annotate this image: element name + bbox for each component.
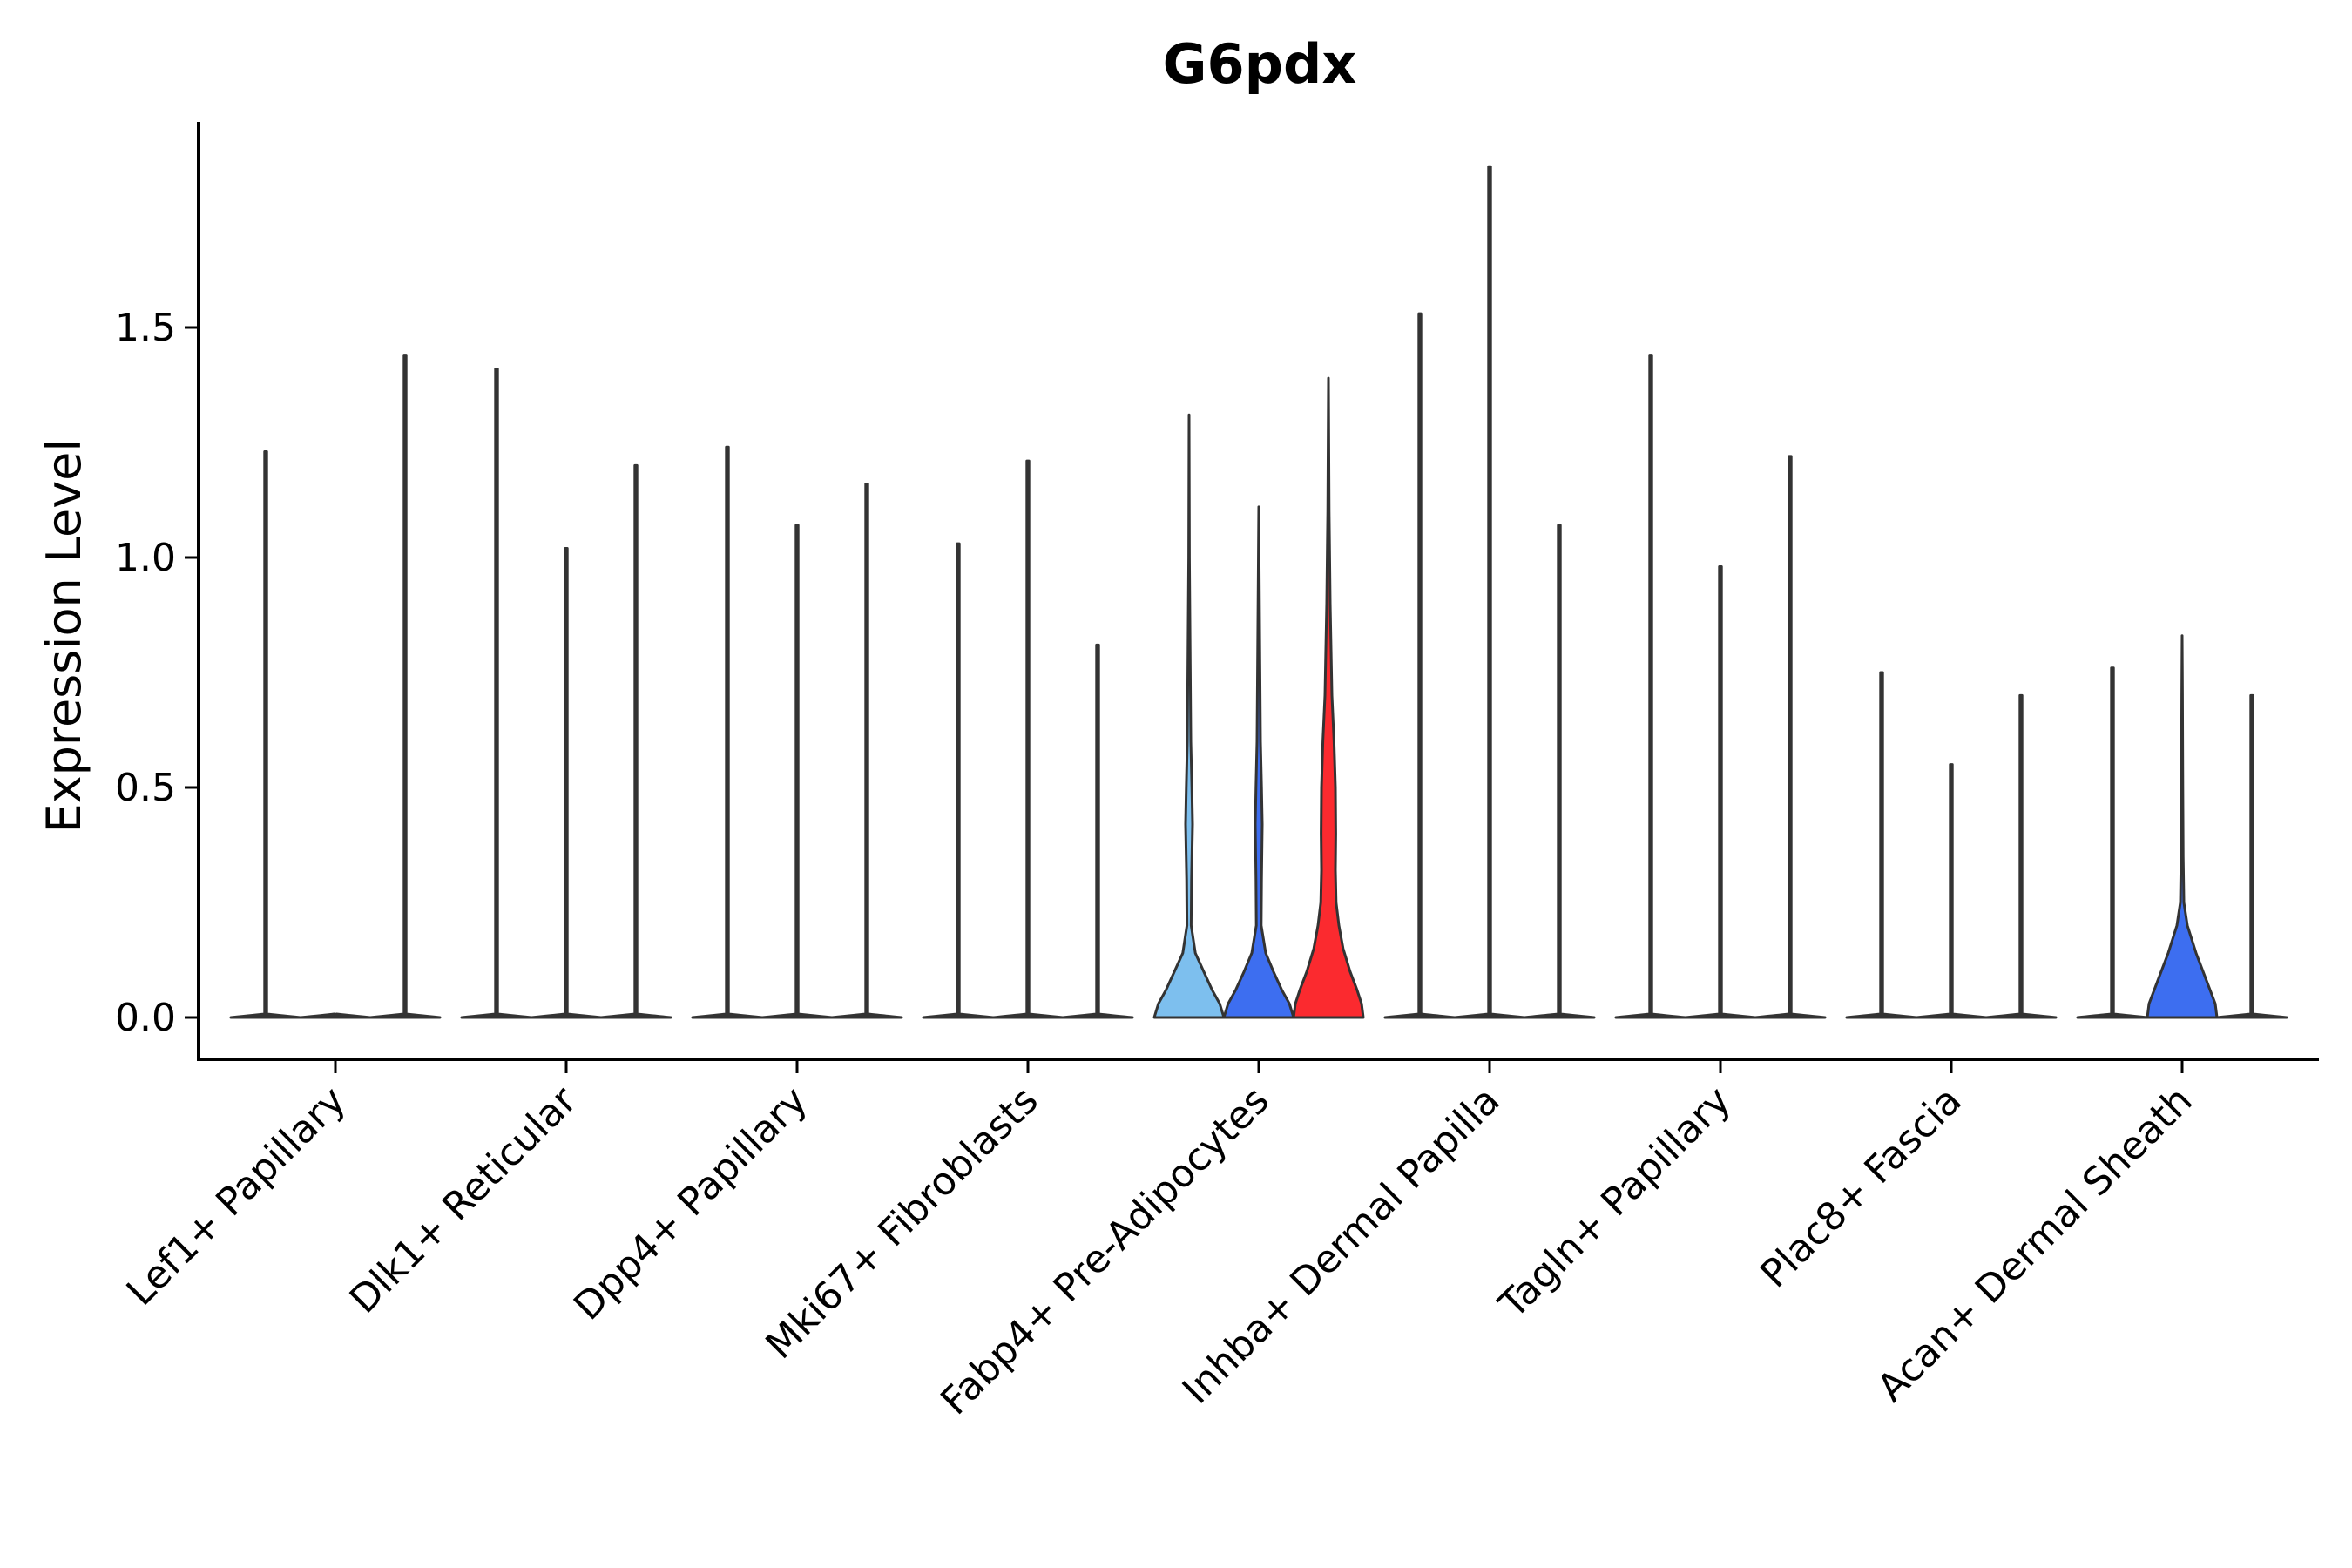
violins-layer [229, 165, 2288, 1019]
y-tick-label: 0.5 [115, 766, 176, 810]
violin-7-1 [1614, 354, 1687, 1019]
violin-3-2 [760, 524, 834, 1019]
y-tick-label: 0.0 [115, 996, 176, 1040]
violin-6-1 [1383, 312, 1456, 1019]
violin-8-2 [1915, 763, 1988, 1019]
violin-7-2 [1684, 565, 1757, 1019]
violin-6-3 [1523, 524, 1596, 1019]
violin-4-3 [1061, 643, 1134, 1019]
x-tick-label: Dpp4+ Papillary [565, 1078, 816, 1329]
x-tick-label: Tagln+ Papillary [1490, 1078, 1740, 1328]
violin-1-3 [368, 354, 442, 1019]
violin-4-2 [991, 459, 1064, 1019]
violin-5-2 [1222, 505, 1295, 1019]
violin-2-1 [460, 368, 533, 1019]
violin-4-1 [922, 542, 995, 1019]
x-tick-label: Dlk1+ Reticular [341, 1078, 586, 1322]
violin-3-3 [830, 483, 903, 1019]
violin-9-3 [2215, 693, 2288, 1019]
chart-title: G6pdx [1163, 32, 1357, 96]
y-axis: 0.0 0.5 1.0 1.5 [115, 122, 200, 1059]
violin-2-3 [599, 463, 672, 1019]
violin-5-1 [1152, 413, 1226, 1019]
violin-1-1 [229, 450, 302, 1019]
violin-1-2 [299, 1012, 372, 1019]
y-axis-label: Expression Level [37, 439, 91, 834]
violin-9-1 [2076, 666, 2149, 1019]
violin-8-3 [1984, 693, 2058, 1019]
y-tick-label: 1.5 [115, 306, 176, 350]
y-tick-label: 1.0 [115, 536, 176, 580]
x-tick-label: Plac8+ Fascia [1752, 1078, 1970, 1297]
violin-6-2 [1453, 165, 1526, 1019]
violin-8-1 [1845, 671, 1918, 1019]
violin-2-2 [530, 546, 603, 1019]
violin-3-1 [691, 445, 764, 1019]
violin-5-3 [1292, 376, 1365, 1019]
violin-7-3 [1754, 455, 1827, 1019]
violin-9-2 [2146, 634, 2219, 1019]
x-tick-label: Lef1+ Papillary [118, 1078, 355, 1315]
